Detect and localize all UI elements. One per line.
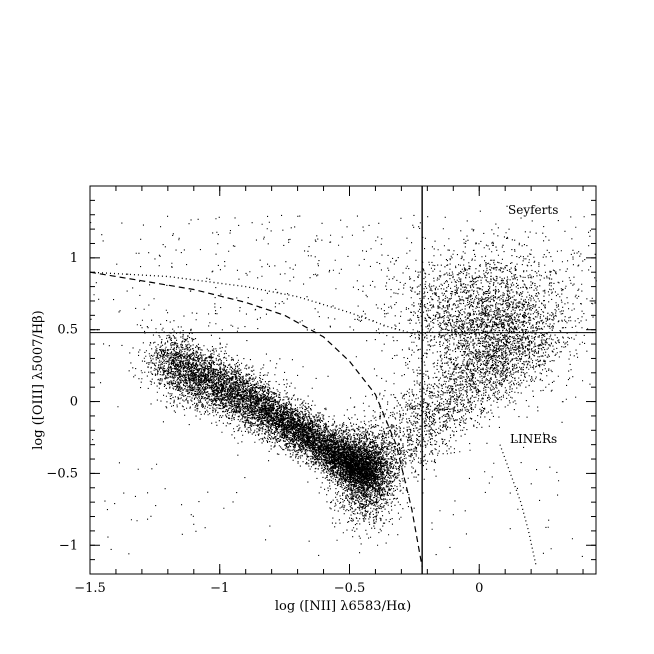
annotation-seyferts: Seyferts (508, 203, 558, 217)
y-tick-label: 0 (70, 395, 78, 410)
y-tick-label: 0.5 (57, 323, 78, 338)
axis-ticks: −1.5 −1 −0.5 0 −1 −0.5 0 0.5 1 (46, 185, 596, 596)
plot-frame (89, 185, 597, 575)
y-tick-label: −0.5 (46, 466, 78, 481)
curve-3 (499, 444, 537, 567)
x-tick-label: −1.5 (74, 581, 106, 596)
x-axis-title: log ([NII] λ6583/Hα) (275, 599, 411, 614)
x-tick-label: −0.5 (334, 581, 366, 596)
curve-1 (89, 271, 423, 567)
x-tick-label: −1 (210, 581, 229, 596)
model-curves (89, 271, 537, 567)
x-tick-label: 0 (475, 581, 483, 596)
annotation-liners: LINERs (510, 432, 557, 446)
curve-2 (89, 271, 441, 338)
y-tick-label: 1 (70, 251, 78, 266)
scatter-point-cloud (90, 205, 597, 558)
y-tick-label: −1 (59, 538, 78, 553)
reference-lines (90, 186, 596, 574)
scatter-points (90, 205, 597, 558)
y-axis-title: log ([OIII] λ5007/Hβ) (31, 310, 46, 449)
